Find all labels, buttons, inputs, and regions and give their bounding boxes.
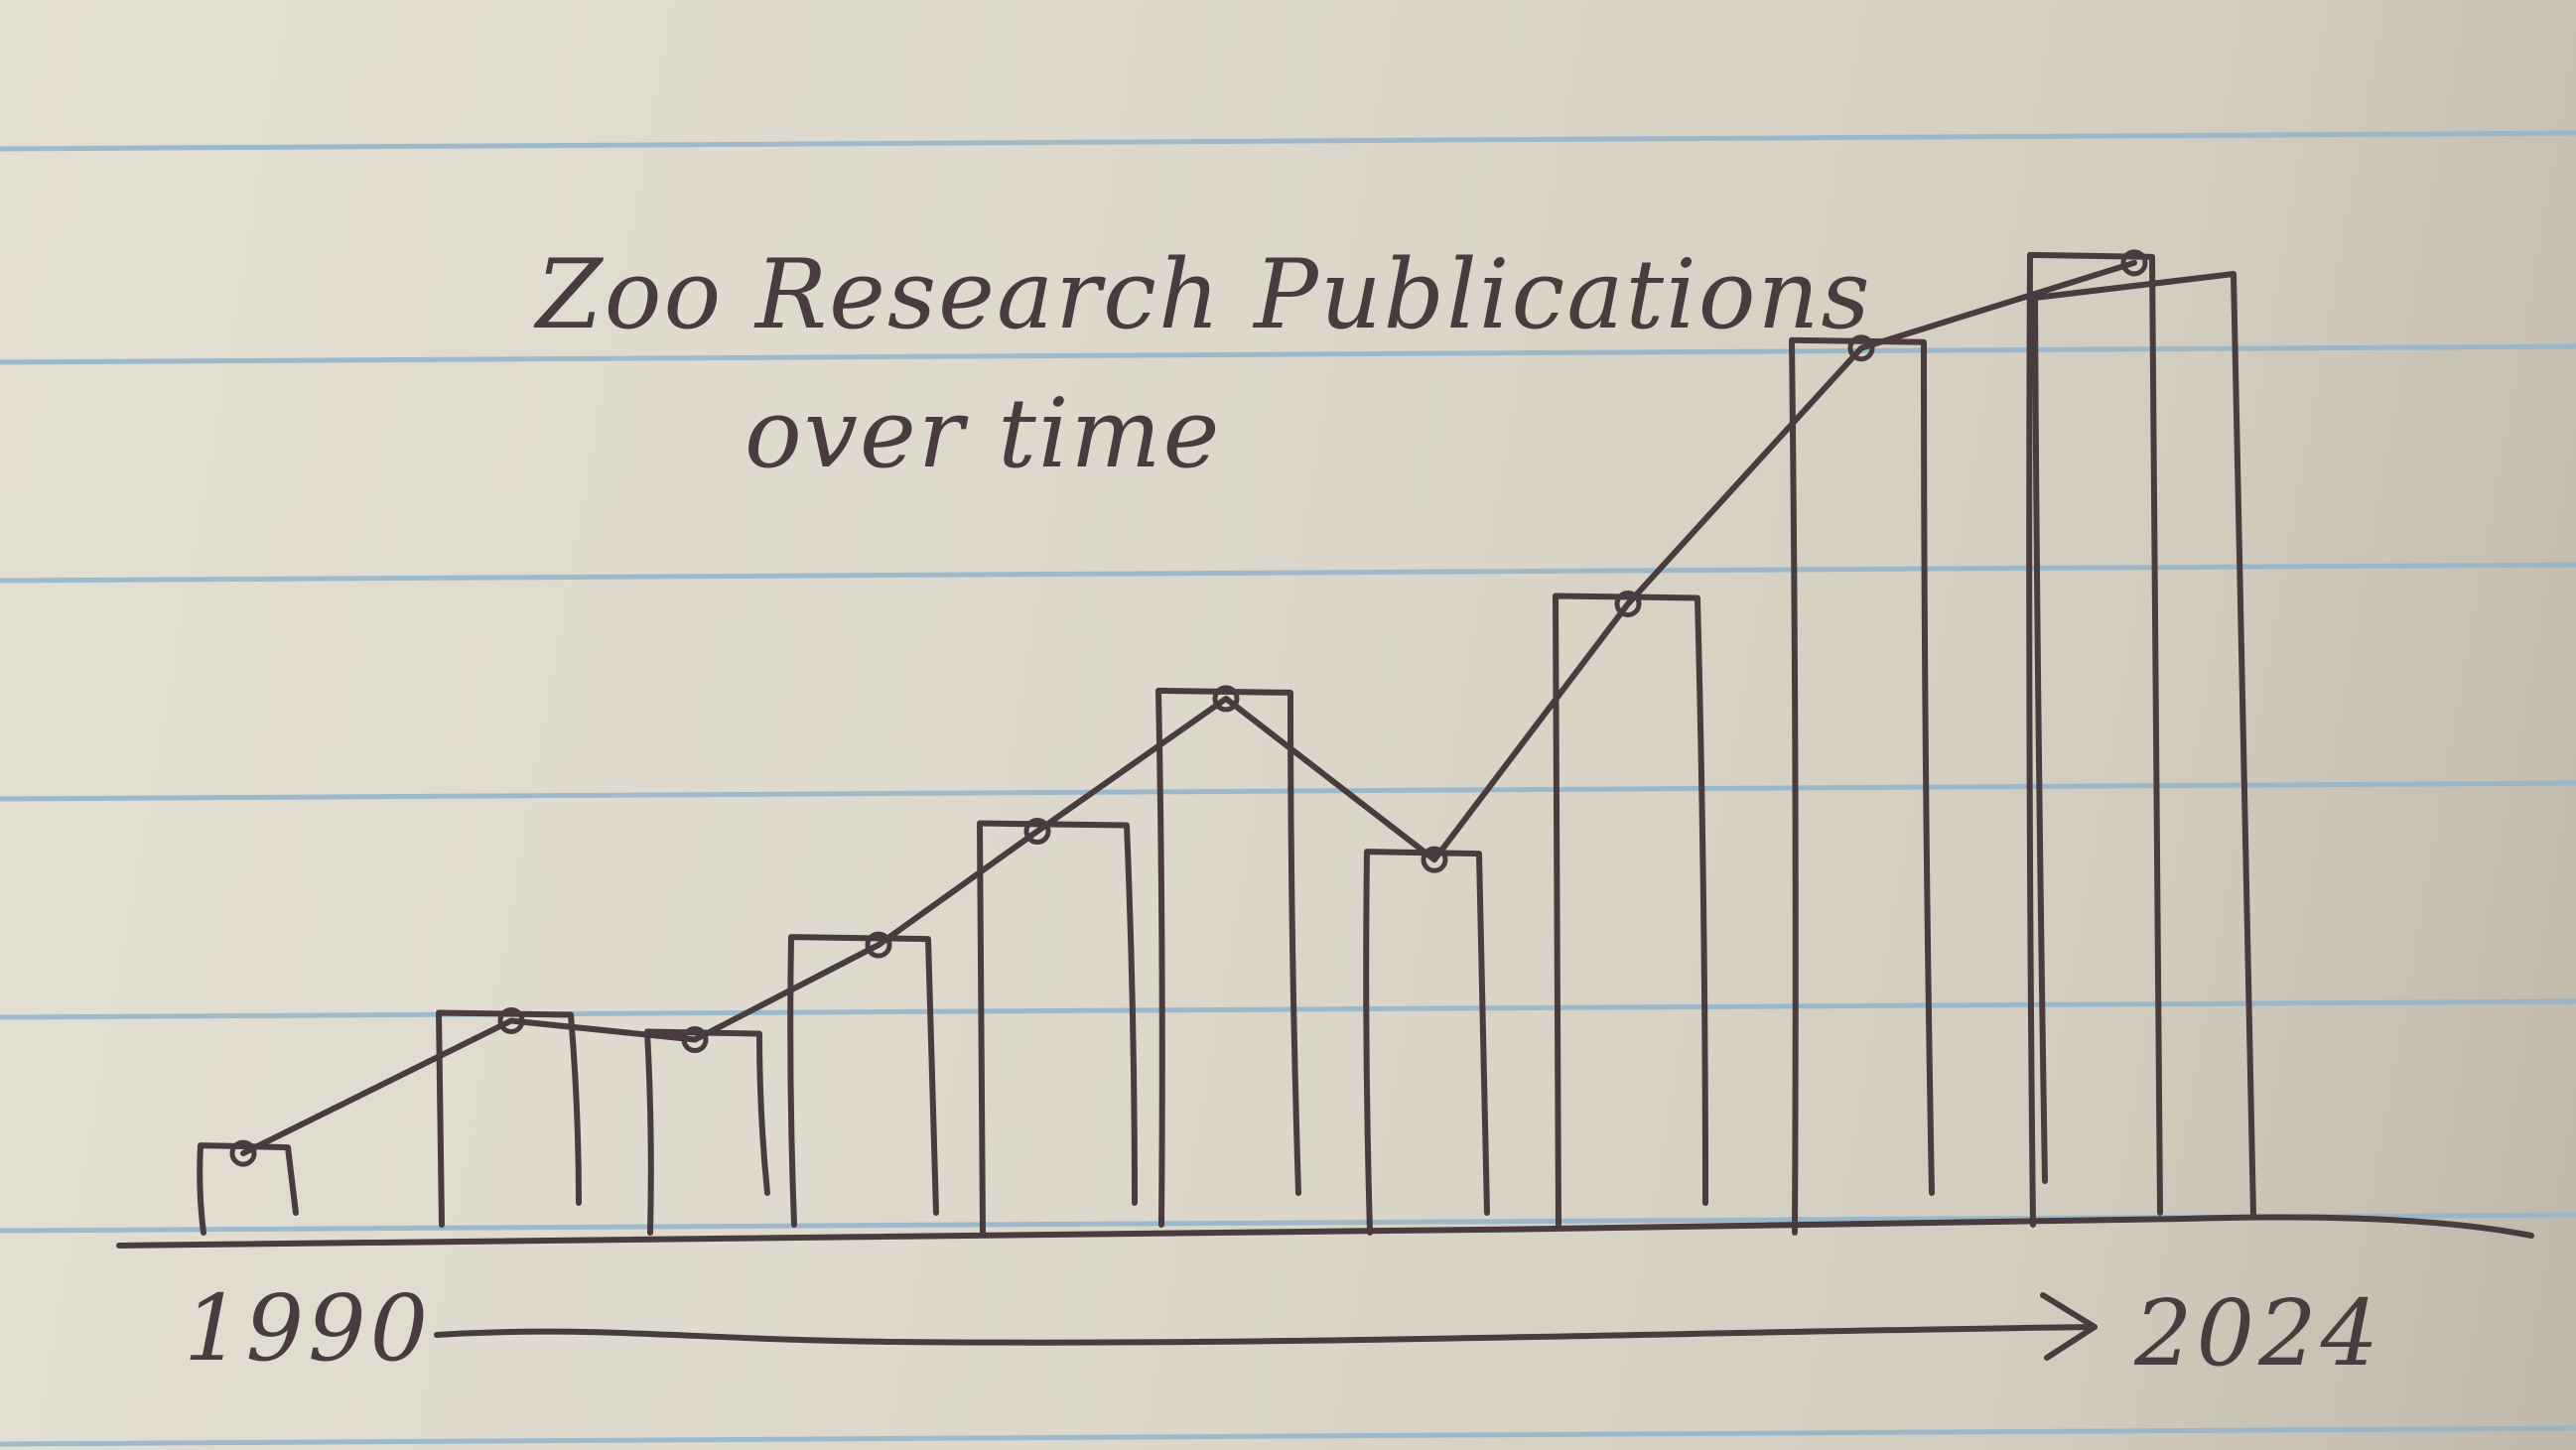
ruled-line	[0, 562, 2576, 584]
chart-title-line-1: Zoo Research Publications	[533, 239, 1872, 350]
ruled-line	[0, 998, 2576, 1020]
trend-point	[229, 1139, 257, 1167]
bar	[197, 1142, 299, 1236]
trend-point	[865, 931, 892, 959]
trend-point	[1614, 590, 1642, 617]
ruled-line	[0, 130, 2576, 152]
chart-title-line-2: over time	[745, 378, 1221, 489]
x-axis-end-label: 2024	[2133, 1280, 2382, 1386]
ruled-line	[0, 780, 2576, 802]
bar	[436, 1009, 582, 1228]
bar	[1363, 849, 1490, 1236]
trend-point	[2120, 249, 2148, 277]
trend-line-layer	[229, 249, 2148, 1167]
x-axis-arrow-head-icon	[2040, 1292, 2098, 1361]
bar	[787, 934, 939, 1228]
bar	[1553, 593, 1708, 1228]
bar	[644, 1028, 770, 1236]
bar	[977, 820, 1138, 1236]
bars-layer	[197, 251, 2256, 1236]
bar	[1155, 687, 1301, 1228]
trend-line	[240, 259, 2137, 1157]
trend-point	[1421, 846, 1448, 873]
ruled-line	[0, 343, 2576, 365]
bar	[1789, 336, 1935, 1236]
x-axis-start-label: 1990	[184, 1275, 432, 1382]
trend-point	[497, 1006, 525, 1034]
bar-final-outline	[2032, 271, 2256, 1219]
trend-point	[1847, 334, 1875, 362]
ruled-line	[0, 1425, 2576, 1447]
x-axis-arrow-shaft	[434, 1324, 2098, 1346]
trend-point	[681, 1026, 709, 1054]
trend-point	[1212, 685, 1240, 713]
trend-point	[1023, 818, 1051, 846]
x-axis-baseline	[116, 1214, 2534, 1249]
bar	[2026, 251, 2163, 1228]
